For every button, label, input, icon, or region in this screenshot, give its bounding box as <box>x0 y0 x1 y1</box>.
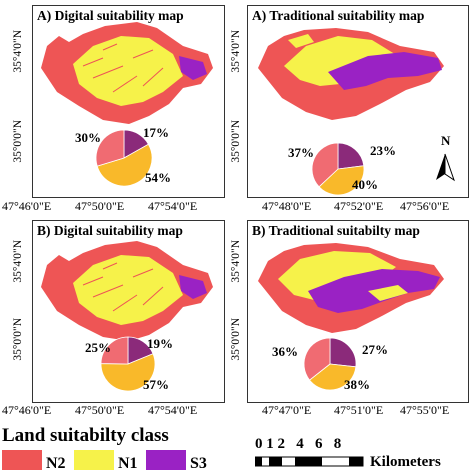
pie-slice-n1 <box>96 143 153 187</box>
lon-label: 47°52'0"E <box>334 199 384 213</box>
region-s3 <box>328 52 442 90</box>
scale-unit: Kilometers <box>370 454 441 470</box>
lat-label-top: 35°4'0"N <box>230 30 242 73</box>
pct-n2: 36% <box>272 344 298 359</box>
panel-title: A) Traditional suitability map <box>252 8 425 23</box>
lon-label: 47°50'0"E <box>75 403 125 417</box>
lon-label: 47°46'0"E <box>2 403 52 417</box>
pct-n1: 54% <box>145 170 171 185</box>
map-b-digital <box>41 241 213 341</box>
lat-label-bottom: 35°0'0"N <box>12 318 24 361</box>
pct-n2: 37% <box>288 145 314 160</box>
pie-chart <box>100 336 156 392</box>
pie-chart <box>95 129 153 187</box>
pie-chart <box>303 337 357 391</box>
pie-slice-n2 <box>311 142 339 188</box>
legend-title: Land suitabilty class <box>2 425 169 446</box>
pie-slice-s3 <box>329 337 357 368</box>
lon-label: 47°55'0"E <box>400 403 450 417</box>
legend-label-n2: N2 <box>46 455 66 472</box>
region-n1-patch <box>288 34 314 48</box>
legend-swatch-s3 <box>146 450 186 470</box>
pie-slice-n1 <box>318 165 365 196</box>
scale-numbers: 0 1 2 4 6 8 <box>255 436 342 452</box>
pct-s3: 17% <box>143 125 169 140</box>
pct-s3: 27% <box>362 342 388 357</box>
pct-n1: 38% <box>344 377 370 392</box>
panel-b-traditional: B) Traditional suitabilty map 36% 27% 38… <box>247 220 469 403</box>
pct-n2: 25% <box>85 340 111 355</box>
region-n1 <box>278 251 396 301</box>
lon-label: 47°47'0"E <box>262 403 312 417</box>
pct-n1: 40% <box>352 177 378 192</box>
lat-label-bottom: 35°0'0"N <box>230 318 242 361</box>
lon-label: 47°54'0"E <box>148 403 198 417</box>
region-s3 <box>179 275 207 299</box>
region-s3 <box>179 56 207 80</box>
north-label: N <box>441 133 451 148</box>
pie-slice-n2 <box>95 129 125 167</box>
lon-label: 47°56'0"E <box>400 199 450 213</box>
lat-label-top: 35°4'0"N <box>12 30 24 73</box>
panel-a-traditional: A) Traditional suitability map 37% 23% 4… <box>247 5 469 198</box>
region-n1 <box>284 36 398 86</box>
pct-n2: 30% <box>75 130 101 145</box>
pie-slice-s3 <box>337 142 365 170</box>
pct-s3: 19% <box>147 336 173 351</box>
lon-label: 47°50'0"E <box>75 199 125 213</box>
lon-label: 47°48'0"E <box>262 199 312 213</box>
lat-label-bottom: 35°0'0"N <box>12 120 24 163</box>
scale-bar <box>255 456 364 467</box>
pct-s3: 23% <box>370 143 396 158</box>
map-a-traditional <box>258 28 444 120</box>
panel-title: B) Digital suitability map <box>37 223 183 238</box>
lon-label: 47°46'0"E <box>2 199 52 213</box>
lat-label-bottom: 35°0'0"N <box>230 120 242 163</box>
texture-lines <box>82 262 164 312</box>
panel-a-digital: A) Digital suitability map 30% 17% 54% <box>32 5 225 198</box>
lat-label-top: 35°4'0"N <box>230 240 242 283</box>
north-arrow-icon <box>436 153 455 182</box>
pie-slice-n2 <box>303 337 331 381</box>
texture-lines <box>82 43 164 93</box>
panel-b-digital: B) Digital suitability map 25% 19% 57% <box>32 220 225 403</box>
pie-slice-n2 <box>100 336 129 365</box>
legend-label-n1: N1 <box>118 455 138 472</box>
map-a-digital <box>41 22 213 124</box>
region-n1-patch <box>368 285 408 301</box>
pie-chart <box>311 142 365 196</box>
pct-n1: 57% <box>143 377 169 392</box>
lon-label: 47°51'0"E <box>334 403 384 417</box>
panel-title: B) Traditional suitabilty map <box>252 223 420 238</box>
lat-label-top: 35°4'0"N <box>12 240 24 283</box>
pie-slice-n1 <box>309 363 357 391</box>
legend-label-s3: S3 <box>190 455 207 472</box>
pie-slice-n1 <box>100 353 156 392</box>
map-b-traditional <box>258 243 444 333</box>
legend-swatch-n1 <box>74 450 114 470</box>
lon-label: 47°54'0"E <box>148 199 198 213</box>
region-n1 <box>73 36 183 106</box>
legend-swatch-n2 <box>2 450 42 470</box>
panel-title: A) Digital suitability map <box>37 8 184 23</box>
region-n1 <box>73 255 183 325</box>
